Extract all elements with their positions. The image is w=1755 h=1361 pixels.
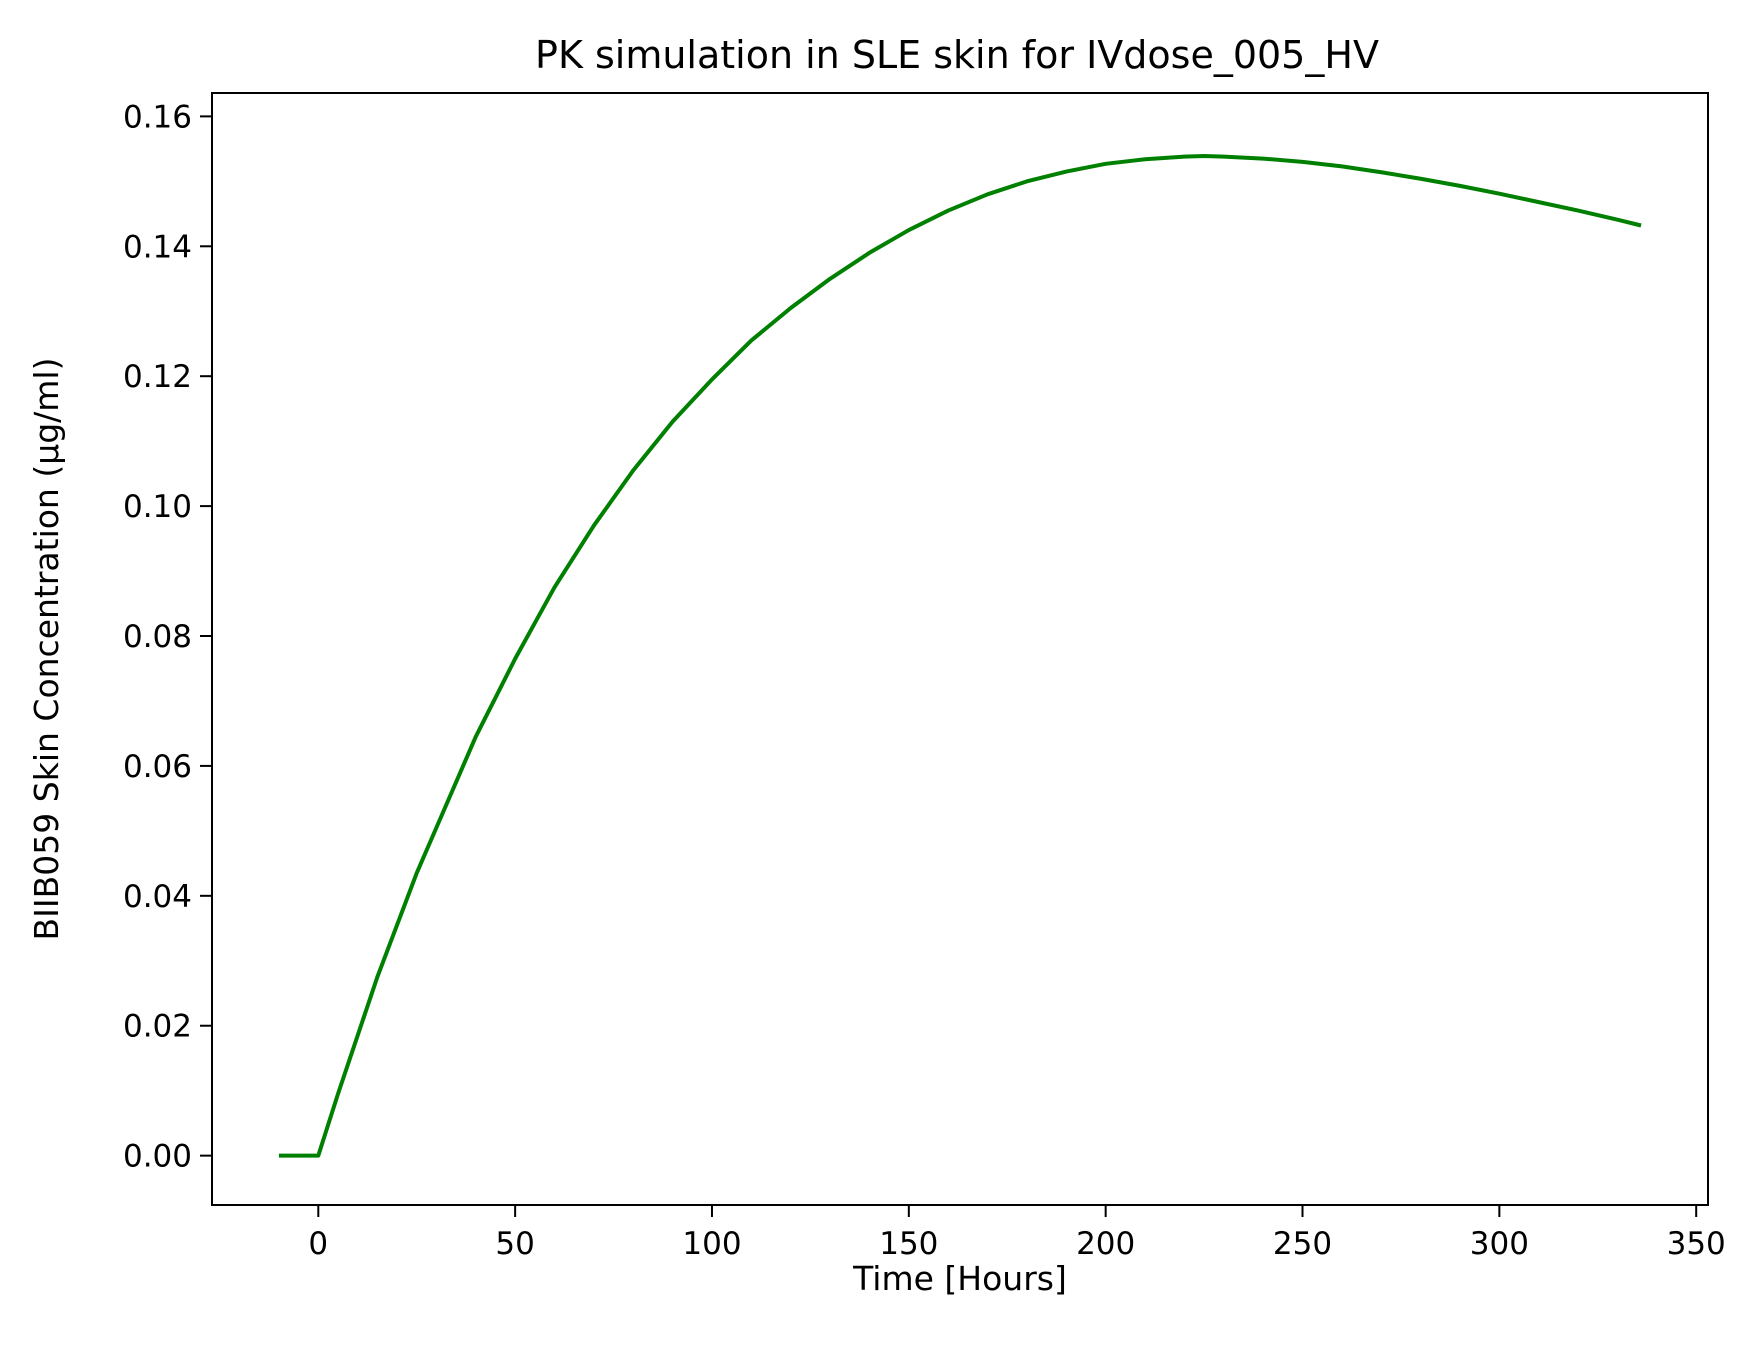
chart-title: PK simulation in SLE skin for IVdose_005…	[535, 33, 1379, 77]
plot-area	[278, 154, 1642, 1158]
x-tick-label: 250	[1273, 1226, 1332, 1262]
y-tick-label: 0.06	[123, 749, 192, 785]
y-tick-label: 0.00	[123, 1139, 192, 1175]
y-tick-label: 0.04	[123, 879, 192, 915]
x-tick-label: 0	[308, 1226, 328, 1262]
y-tick-label: 0.02	[123, 1009, 192, 1045]
y-tick-label: 0.10	[123, 489, 192, 525]
y-tick-label: 0.16	[123, 99, 192, 135]
plot-frame	[211, 92, 1709, 1206]
series-line-0	[278, 154, 1642, 1158]
y-tick-label: 0.08	[123, 619, 192, 655]
y-tick-label: 0.12	[123, 359, 192, 395]
x-axis: 0 50 100 150 200 250 300 350	[308, 1205, 1726, 1262]
x-tick-label: 50	[495, 1226, 534, 1262]
x-tick-label: 150	[879, 1226, 938, 1262]
x-tick-label: 350	[1667, 1226, 1726, 1262]
x-tick-label: 200	[1076, 1226, 1135, 1262]
x-axis-label: Time [Hours]	[852, 1259, 1067, 1298]
x-tick-label: 100	[682, 1226, 741, 1262]
y-tick-label: 0.14	[123, 229, 192, 265]
y-axis-label: BIIB059 Skin Concentration (µg/ml)	[27, 358, 66, 941]
y-axis: 0.00 0.02 0.04 0.06 0.08 0.10 0.12 0.14 0.16	[123, 99, 212, 1175]
x-tick-label: 300	[1470, 1226, 1529, 1262]
